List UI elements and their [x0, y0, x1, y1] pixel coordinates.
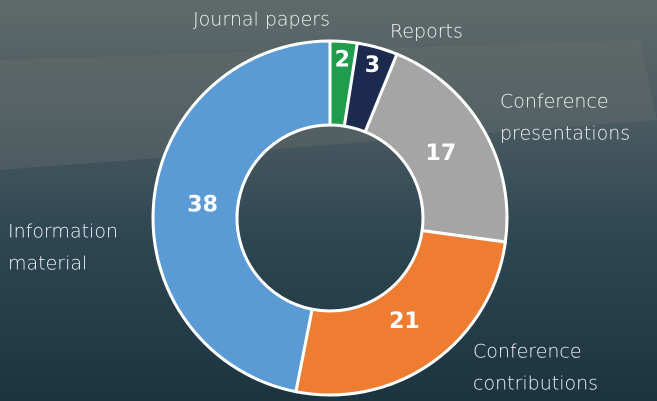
value-label: 2: [335, 47, 350, 72]
value-label: 17: [426, 141, 457, 166]
donut-slice: [294, 228, 508, 397]
category-label: Reports: [390, 21, 463, 43]
donut-slice: [363, 52, 509, 244]
category-label: material: [8, 253, 87, 275]
value-label: 38: [187, 193, 218, 218]
value-label: 3: [365, 53, 380, 78]
value-label: 21: [389, 309, 420, 334]
category-label: Conference: [473, 341, 582, 363]
category-label: Conference: [500, 91, 609, 113]
donut-slice: [151, 39, 332, 394]
category-label: presentations: [500, 123, 630, 145]
category-label: Journal papers: [193, 9, 330, 31]
category-label: contributions: [473, 373, 598, 395]
category-label: Information: [8, 221, 118, 243]
